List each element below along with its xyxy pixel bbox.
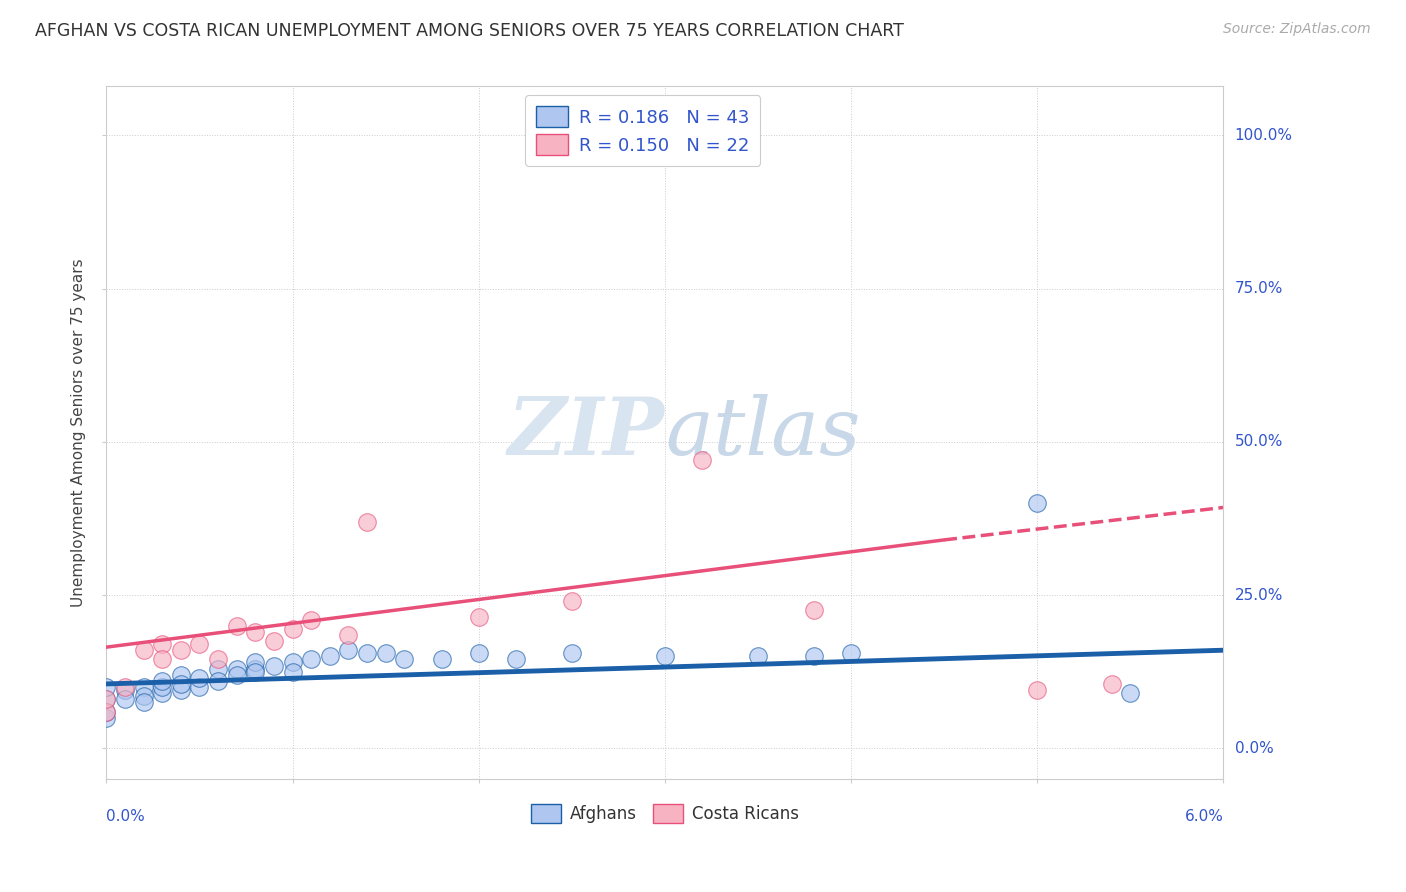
Point	[132, 695, 155, 709]
Text: 100.0%: 100.0%	[1234, 128, 1292, 143]
Text: atlas: atlas	[665, 394, 860, 471]
Text: 0.0%: 0.0%	[1234, 740, 1274, 756]
Point	[225, 667, 247, 681]
Point	[207, 662, 229, 676]
Text: 75.0%: 75.0%	[1234, 281, 1282, 296]
Point	[356, 646, 378, 660]
Point	[245, 665, 267, 679]
Point	[561, 594, 583, 608]
Point	[207, 652, 229, 666]
Text: 50.0%: 50.0%	[1234, 434, 1282, 450]
Point	[803, 603, 825, 617]
Point	[394, 652, 416, 666]
Point	[170, 677, 193, 691]
Point	[114, 683, 136, 698]
Point	[96, 692, 118, 706]
Point	[299, 652, 322, 666]
Point	[188, 680, 211, 694]
Point	[170, 667, 193, 681]
Point	[299, 613, 322, 627]
Point	[1026, 496, 1049, 510]
Point	[96, 680, 118, 694]
Point	[96, 705, 118, 719]
Point	[430, 652, 453, 666]
Point	[467, 609, 489, 624]
Legend: Afghans, Costa Ricans: Afghans, Costa Ricans	[522, 794, 808, 833]
Point	[132, 689, 155, 703]
Point	[1026, 683, 1049, 698]
Point	[1101, 677, 1123, 691]
Point	[150, 673, 173, 688]
Point	[356, 515, 378, 529]
Point	[654, 649, 676, 664]
Text: 0.0%: 0.0%	[107, 809, 145, 824]
Point	[374, 646, 396, 660]
Point	[281, 665, 304, 679]
Point	[96, 705, 118, 719]
Point	[170, 643, 193, 657]
Point	[839, 646, 862, 660]
Point	[150, 637, 173, 651]
Point	[150, 686, 173, 700]
Point	[132, 643, 155, 657]
Point	[505, 652, 527, 666]
Point	[188, 637, 211, 651]
Point	[337, 643, 360, 657]
Point	[225, 618, 247, 632]
Text: 25.0%: 25.0%	[1234, 588, 1282, 603]
Point	[263, 634, 285, 648]
Point	[245, 624, 267, 639]
Point	[281, 622, 304, 636]
Point	[225, 662, 247, 676]
Point	[170, 683, 193, 698]
Point	[114, 692, 136, 706]
Point	[1119, 686, 1142, 700]
Point	[690, 453, 713, 467]
Point	[245, 662, 267, 676]
Point	[803, 649, 825, 664]
Point	[114, 680, 136, 694]
Point	[207, 673, 229, 688]
Point	[150, 652, 173, 666]
Point	[263, 658, 285, 673]
Point	[747, 649, 769, 664]
Point	[96, 711, 118, 725]
Text: Source: ZipAtlas.com: Source: ZipAtlas.com	[1223, 22, 1371, 37]
Point	[150, 680, 173, 694]
Point	[281, 656, 304, 670]
Point	[561, 646, 583, 660]
Point	[245, 656, 267, 670]
Point	[319, 649, 342, 664]
Point	[188, 671, 211, 685]
Text: ZIP: ZIP	[508, 394, 665, 471]
Point	[337, 628, 360, 642]
Text: 6.0%: 6.0%	[1185, 809, 1223, 824]
Point	[467, 646, 489, 660]
Point	[132, 680, 155, 694]
Point	[96, 692, 118, 706]
Y-axis label: Unemployment Among Seniors over 75 years: Unemployment Among Seniors over 75 years	[72, 259, 86, 607]
Text: AFGHAN VS COSTA RICAN UNEMPLOYMENT AMONG SENIORS OVER 75 YEARS CORRELATION CHART: AFGHAN VS COSTA RICAN UNEMPLOYMENT AMONG…	[35, 22, 904, 40]
